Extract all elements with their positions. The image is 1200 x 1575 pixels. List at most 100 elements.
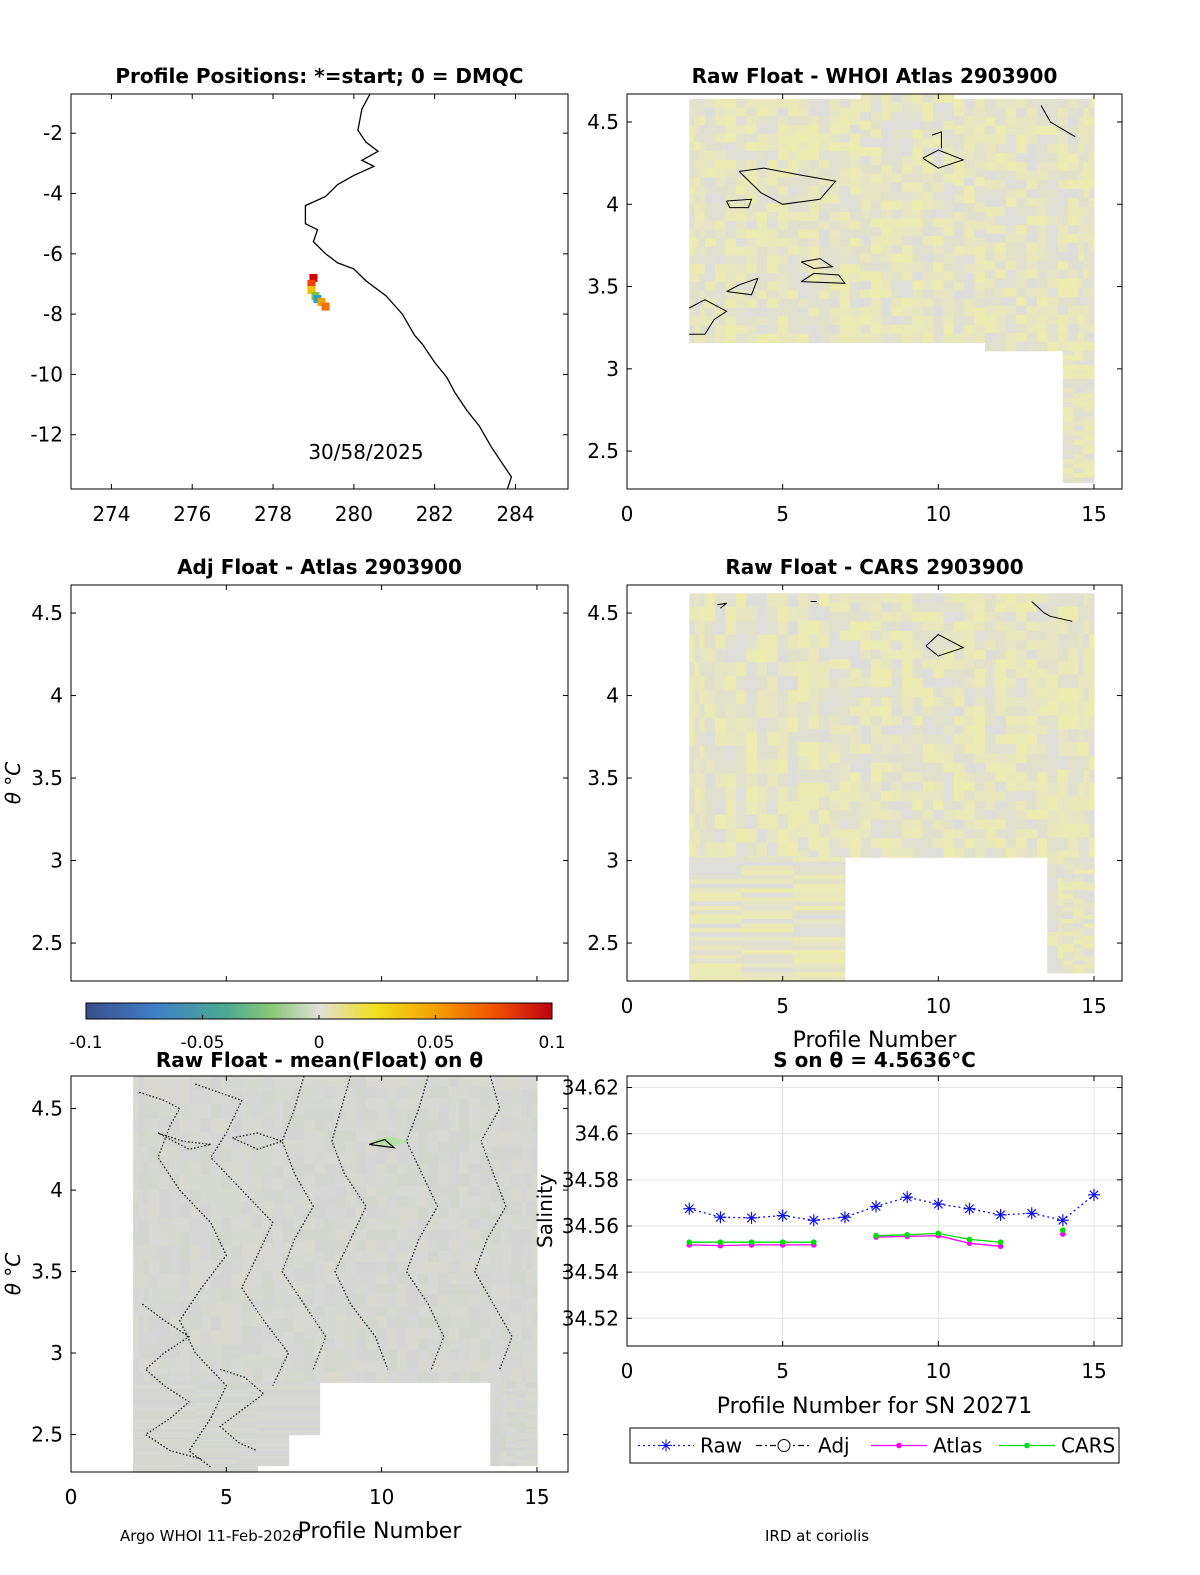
whoi-heatmap-cell xyxy=(933,129,945,139)
cars-heatmap-cell xyxy=(819,715,830,730)
mean-heatmap-cell xyxy=(428,1349,440,1361)
whoi-heatmap-cell xyxy=(1062,393,1074,399)
positions-date-annotation: 30/58/2025 xyxy=(308,440,423,464)
mean-heatmap-cell xyxy=(133,1425,196,1428)
mean-heatmap-cell xyxy=(138,1076,145,1091)
whoi-heatmap-cell xyxy=(829,272,841,283)
whoi-heatmap-cell xyxy=(1088,323,1095,334)
mean-heatmap-cell xyxy=(262,1145,274,1161)
cars-contour xyxy=(925,633,965,657)
cars-heatmap-cell xyxy=(798,688,810,703)
whoi-heatmap-cell xyxy=(1026,170,1038,181)
whoi-heatmap-cell xyxy=(933,244,945,255)
whoi-heatmap-cell xyxy=(1016,332,1028,343)
mean-heatmap-cell xyxy=(438,1251,450,1263)
whoi-heatmap-cell xyxy=(891,307,903,317)
mean-heatmap-cell xyxy=(133,1419,196,1423)
mean-heatmap-cell xyxy=(366,1240,378,1252)
cars-heatmap-cell xyxy=(1078,661,1085,676)
whoi-heatmap-cell xyxy=(746,229,758,239)
cars-heatmap-cell xyxy=(985,602,996,613)
salinity-ytick-label: 34.52 xyxy=(562,1306,619,1330)
whoi-heatmap-cell xyxy=(891,138,903,148)
colorbar-tick-label: -0.1 xyxy=(69,1033,102,1053)
cars-heatmap-cell xyxy=(943,810,955,821)
mean-heatmap-cell xyxy=(355,1076,367,1088)
whoi-heatmap-cell xyxy=(1062,435,1074,441)
whoi-heatmap-cell xyxy=(704,133,716,143)
mean-heatmap-cell xyxy=(355,1305,367,1318)
whoi-heatmap-cell xyxy=(1036,125,1048,136)
mean-heatmap-cell xyxy=(397,1283,409,1296)
mean-heatmap-cell xyxy=(526,1076,533,1091)
mean-heatmap-cell xyxy=(272,1191,284,1205)
cars-heatmap-cell xyxy=(1057,701,1069,716)
whoi-heatmap-cell xyxy=(1078,314,1085,325)
mean-heatmap-cell xyxy=(314,1218,326,1230)
whoi-heatmap-cell xyxy=(974,151,986,161)
cars-heatmap-cell xyxy=(767,676,779,691)
whoi-heatmap-cell xyxy=(736,151,747,161)
mean-heatmap-cell xyxy=(366,1152,378,1165)
mean-heatmap-cell xyxy=(386,1338,398,1351)
cars-heatmap-cell xyxy=(974,687,986,698)
mean-heatmap-cell xyxy=(200,1090,212,1105)
mean-heatmap-cell xyxy=(397,1130,409,1143)
whoi-heatmap-cell xyxy=(881,324,893,335)
whoi-heatmap-cell xyxy=(1036,179,1048,190)
cars-heatmap-cell xyxy=(1026,715,1038,726)
cars-heatmap-cell xyxy=(787,676,799,691)
mean-heatmap-cell xyxy=(324,1294,336,1307)
mean-heatmap-cell xyxy=(397,1251,409,1263)
mean-positive-anomaly xyxy=(369,1136,410,1148)
cars-heatmap-cell xyxy=(689,648,696,663)
whoi-heatmap-cell xyxy=(860,147,872,157)
cars-heatmap-cell xyxy=(689,901,742,907)
whoi-heatmap-cell xyxy=(699,299,706,309)
mean-heatmap-cell xyxy=(133,1404,196,1408)
mean-heatmap-cell xyxy=(169,1358,181,1374)
mean-heatmap-cell xyxy=(210,1274,222,1289)
mean-contour xyxy=(139,1091,228,1468)
mean-heatmap-cell xyxy=(355,1097,367,1110)
cars-heatmap-cell xyxy=(715,676,727,691)
mean-heatmap-cell xyxy=(200,1358,212,1374)
whoi-heatmap-cell xyxy=(881,315,893,326)
cars-heatmap-cell xyxy=(1083,902,1095,908)
whoi-heatmap-cell xyxy=(1016,215,1028,226)
cars-heatmap-cell xyxy=(1036,612,1048,623)
mean-heatmap-cell xyxy=(190,1274,202,1289)
cars-heatmap-cell xyxy=(912,697,924,707)
mean-heatmap-cell xyxy=(531,1354,538,1369)
mean-heatmap-cell xyxy=(505,1397,517,1401)
whoi-heatmap-cell xyxy=(985,152,996,163)
whoi-heatmap-cell xyxy=(985,269,996,280)
whoi-heatmap-cell xyxy=(767,316,779,326)
whoi-heatmap-cell xyxy=(704,177,716,187)
mean-heatmap-cell xyxy=(417,1294,429,1307)
mean-heatmap-cell xyxy=(480,1327,491,1340)
cars-heatmap-cell xyxy=(1036,678,1048,689)
mean-heatmap-cell xyxy=(252,1089,264,1105)
whoi-heatmap-cell xyxy=(881,271,893,281)
whoi-heatmap-cell xyxy=(829,290,841,300)
whoi-heatmap-cell xyxy=(922,244,934,255)
whoi-heatmap-cell xyxy=(746,116,758,126)
cars-heatmap-cell xyxy=(1005,838,1017,849)
cars-heatmap-cell xyxy=(933,763,945,773)
mean-heatmap-cell xyxy=(480,1273,491,1285)
cars-heatmap-cell xyxy=(891,621,903,632)
whoi-heatmap-cell xyxy=(922,102,934,113)
whoi-heatmap-cell xyxy=(933,236,945,246)
whoi-heatmap-cell xyxy=(1083,388,1095,394)
mean-heatmap-cell xyxy=(133,1175,139,1190)
cars-heatmap-cell xyxy=(1083,857,1095,862)
mean-heatmap-cell xyxy=(376,1097,388,1110)
cars-heatmap-cell xyxy=(1005,725,1017,736)
mean-heatmap-cell xyxy=(169,1160,181,1176)
positions-xtick-label: 284 xyxy=(496,502,534,526)
cars-heatmap-cell xyxy=(798,674,810,689)
mean-heatmap-cell xyxy=(231,1316,243,1332)
whoi-heatmap-cell xyxy=(985,314,996,325)
